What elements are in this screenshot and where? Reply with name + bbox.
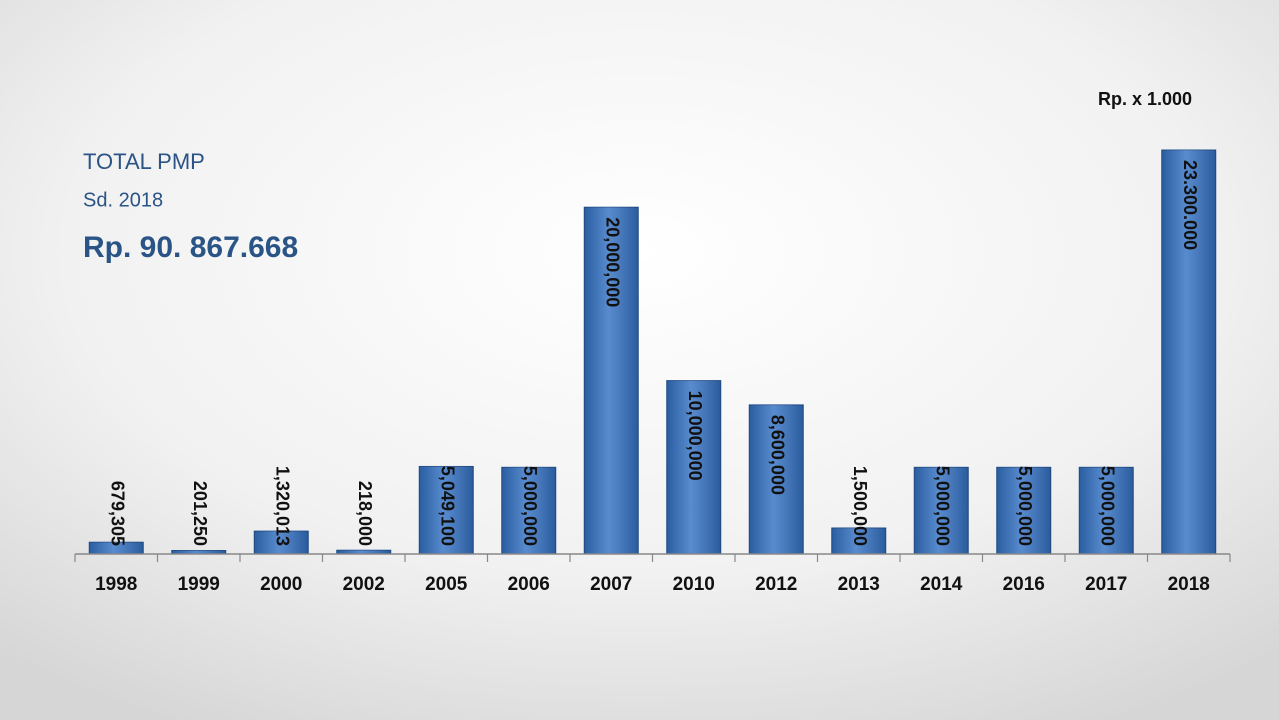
value-label: 20,000,000 xyxy=(603,217,623,307)
x-tick-label: 2007 xyxy=(590,574,632,595)
x-tick-label: 2010 xyxy=(673,574,715,595)
x-tick-label: 2006 xyxy=(508,574,550,595)
value-label: 218,000 xyxy=(355,481,375,546)
x-tick-label: 2016 xyxy=(1003,574,1045,595)
x-tick-label: 2005 xyxy=(425,574,468,595)
x-tick-label: 1998 xyxy=(95,574,137,595)
value-label: 5,000,000 xyxy=(1098,466,1118,546)
value-label: 10,000,000 xyxy=(685,391,705,481)
value-label: 201,250 xyxy=(190,481,210,546)
total-amount: Rp. 90. 867.668 xyxy=(83,231,298,264)
value-label: 5,049,100 xyxy=(438,466,458,546)
x-tick-label: 2017 xyxy=(1085,574,1127,595)
value-label: 5,000,000 xyxy=(520,466,540,546)
x-tick-label: 2002 xyxy=(343,574,385,595)
value-label: 5,000,000 xyxy=(1015,466,1035,546)
unit-note: Rp. x 1.000 xyxy=(1098,89,1192,109)
value-label: 5,000,000 xyxy=(933,466,953,546)
chart-subtitle: Sd. 2018 xyxy=(83,189,163,211)
x-tick-label: 2018 xyxy=(1168,574,1210,595)
x-tick-label: 1999 xyxy=(178,574,220,595)
value-label: 679,305 xyxy=(108,481,128,546)
value-label: 1,500,000 xyxy=(850,466,870,546)
value-label: 8,600,000 xyxy=(768,415,788,495)
x-tick-label: 2000 xyxy=(260,574,302,595)
x-tick-label: 2014 xyxy=(920,574,963,595)
value-label: 23.300.000 xyxy=(1180,160,1200,250)
chart-title: TOTAL PMP xyxy=(83,149,205,174)
x-tick-label: 2012 xyxy=(755,574,797,595)
value-label: 1,320,013 xyxy=(273,466,293,546)
x-tick-label: 2013 xyxy=(838,574,880,595)
